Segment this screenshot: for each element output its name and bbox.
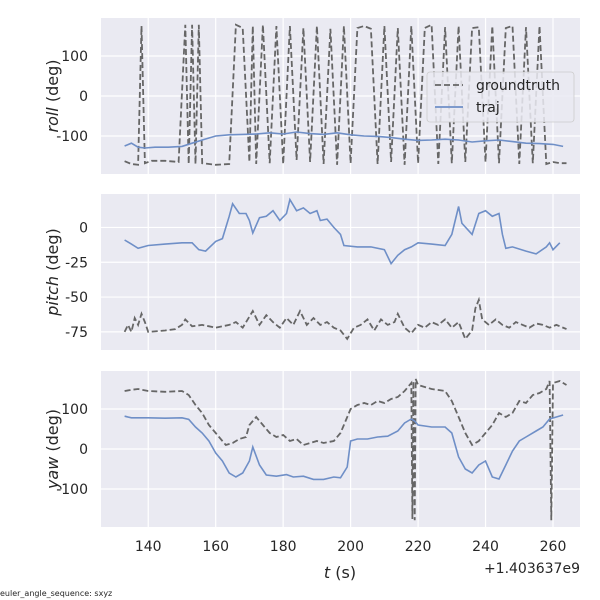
y-tick-label: -75 bbox=[65, 325, 88, 341]
x-axis-label: t (s) bbox=[324, 563, 356, 582]
x-tick-label: 260 bbox=[540, 539, 567, 555]
x-tick-label: 240 bbox=[472, 539, 499, 555]
y-tick-label: 0 bbox=[79, 89, 88, 105]
x-axis-offset-label: +1.403637e9 bbox=[484, 561, 580, 577]
x-tick-label: 220 bbox=[405, 539, 432, 555]
series-traj-pitch bbox=[124, 197, 561, 266]
y-axis-label-roll: roll (deg) bbox=[43, 60, 62, 133]
y-tick-label: -100 bbox=[56, 482, 88, 498]
x-tick-label: 140 bbox=[135, 539, 162, 555]
series-traj-roll bbox=[124, 131, 564, 149]
y-tick-label: -100 bbox=[56, 129, 88, 145]
x-tick-label: 180 bbox=[270, 539, 297, 555]
legend: groundtruth traj bbox=[426, 71, 575, 123]
y-tick-label: 0 bbox=[79, 220, 88, 236]
legend-label-traj: traj bbox=[476, 100, 500, 116]
y-axis-label-yaw: yaw (deg) bbox=[43, 409, 62, 490]
y-tick-label: 100 bbox=[61, 49, 88, 65]
series-traj-yaw bbox=[124, 414, 564, 481]
y-tick-label: -25 bbox=[65, 255, 88, 271]
series-groundtruth-pitch bbox=[123, 296, 567, 341]
y-axis-label-pitch: pitch (deg) bbox=[43, 228, 62, 317]
x-tick-label: 200 bbox=[337, 539, 364, 555]
y-tick-label: 100 bbox=[61, 402, 88, 418]
y-tick-label: -50 bbox=[65, 290, 88, 306]
series-groundtruth-yaw bbox=[124, 378, 567, 521]
legend-label-groundtruth: groundtruth bbox=[476, 78, 560, 94]
footer-euler-sequence: euler_angle_sequence: sxyz bbox=[0, 589, 112, 598]
legend-box bbox=[426, 71, 575, 123]
x-tick-label: 160 bbox=[202, 539, 229, 555]
y-tick-label: 0 bbox=[79, 442, 88, 458]
